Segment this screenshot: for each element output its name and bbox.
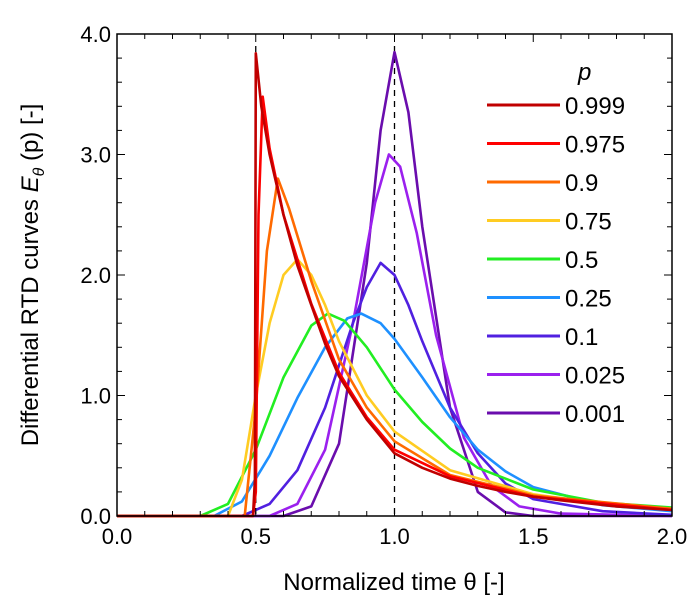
legend: p 0.999 0.975 0.9 0.75 0.5 0.25 0.1 0.025 0.001 (487, 59, 625, 428)
legend-label: 0.001 (565, 401, 625, 428)
x-tick-label: 2.0 (657, 524, 688, 549)
x-tick-label: 0.0 (102, 524, 133, 549)
legend-label: 0.025 (565, 363, 625, 390)
legend-label: 0.9 (565, 170, 598, 197)
legend-label: 0.999 (565, 93, 625, 120)
series-line-0.75 (117, 258, 673, 518)
x-tick-label: 1.5 (518, 524, 549, 549)
x-axis-label: Normalized time θ [-] (283, 569, 504, 596)
y-tick-label: 4.0 (80, 22, 111, 47)
legend-label: 0.75 (565, 209, 612, 236)
y-tick-label: 1.0 (80, 384, 111, 409)
legend-label: 0.5 (565, 247, 598, 274)
x-tick-label: 0.5 (240, 524, 271, 549)
series-line-0.25 (117, 312, 673, 518)
tick-labels: 0.0 0.5 1.0 1.5 2.0 0.0 1.0 2.0 3.0 4.0 (80, 22, 687, 549)
series-line-0.001 (117, 50, 672, 518)
legend-title: p (577, 59, 591, 86)
curves (117, 46, 673, 518)
series-line-0.025 (117, 153, 673, 518)
x-tick-label: 1.0 (379, 524, 410, 549)
series-line-0.999 (117, 52, 673, 518)
legend-label: 0.1 (565, 324, 598, 351)
y-tick-label: 2.0 (80, 263, 111, 288)
axis-ticks (116, 33, 673, 517)
y-axis-label: Differential RTD curves Eθ (p) [-] (17, 104, 48, 447)
y-tick-label: 3.0 (80, 143, 111, 168)
y-tick-label: 0.0 (80, 504, 111, 529)
legend-label: 0.975 (565, 132, 625, 159)
legend-label: 0.25 (565, 286, 612, 313)
